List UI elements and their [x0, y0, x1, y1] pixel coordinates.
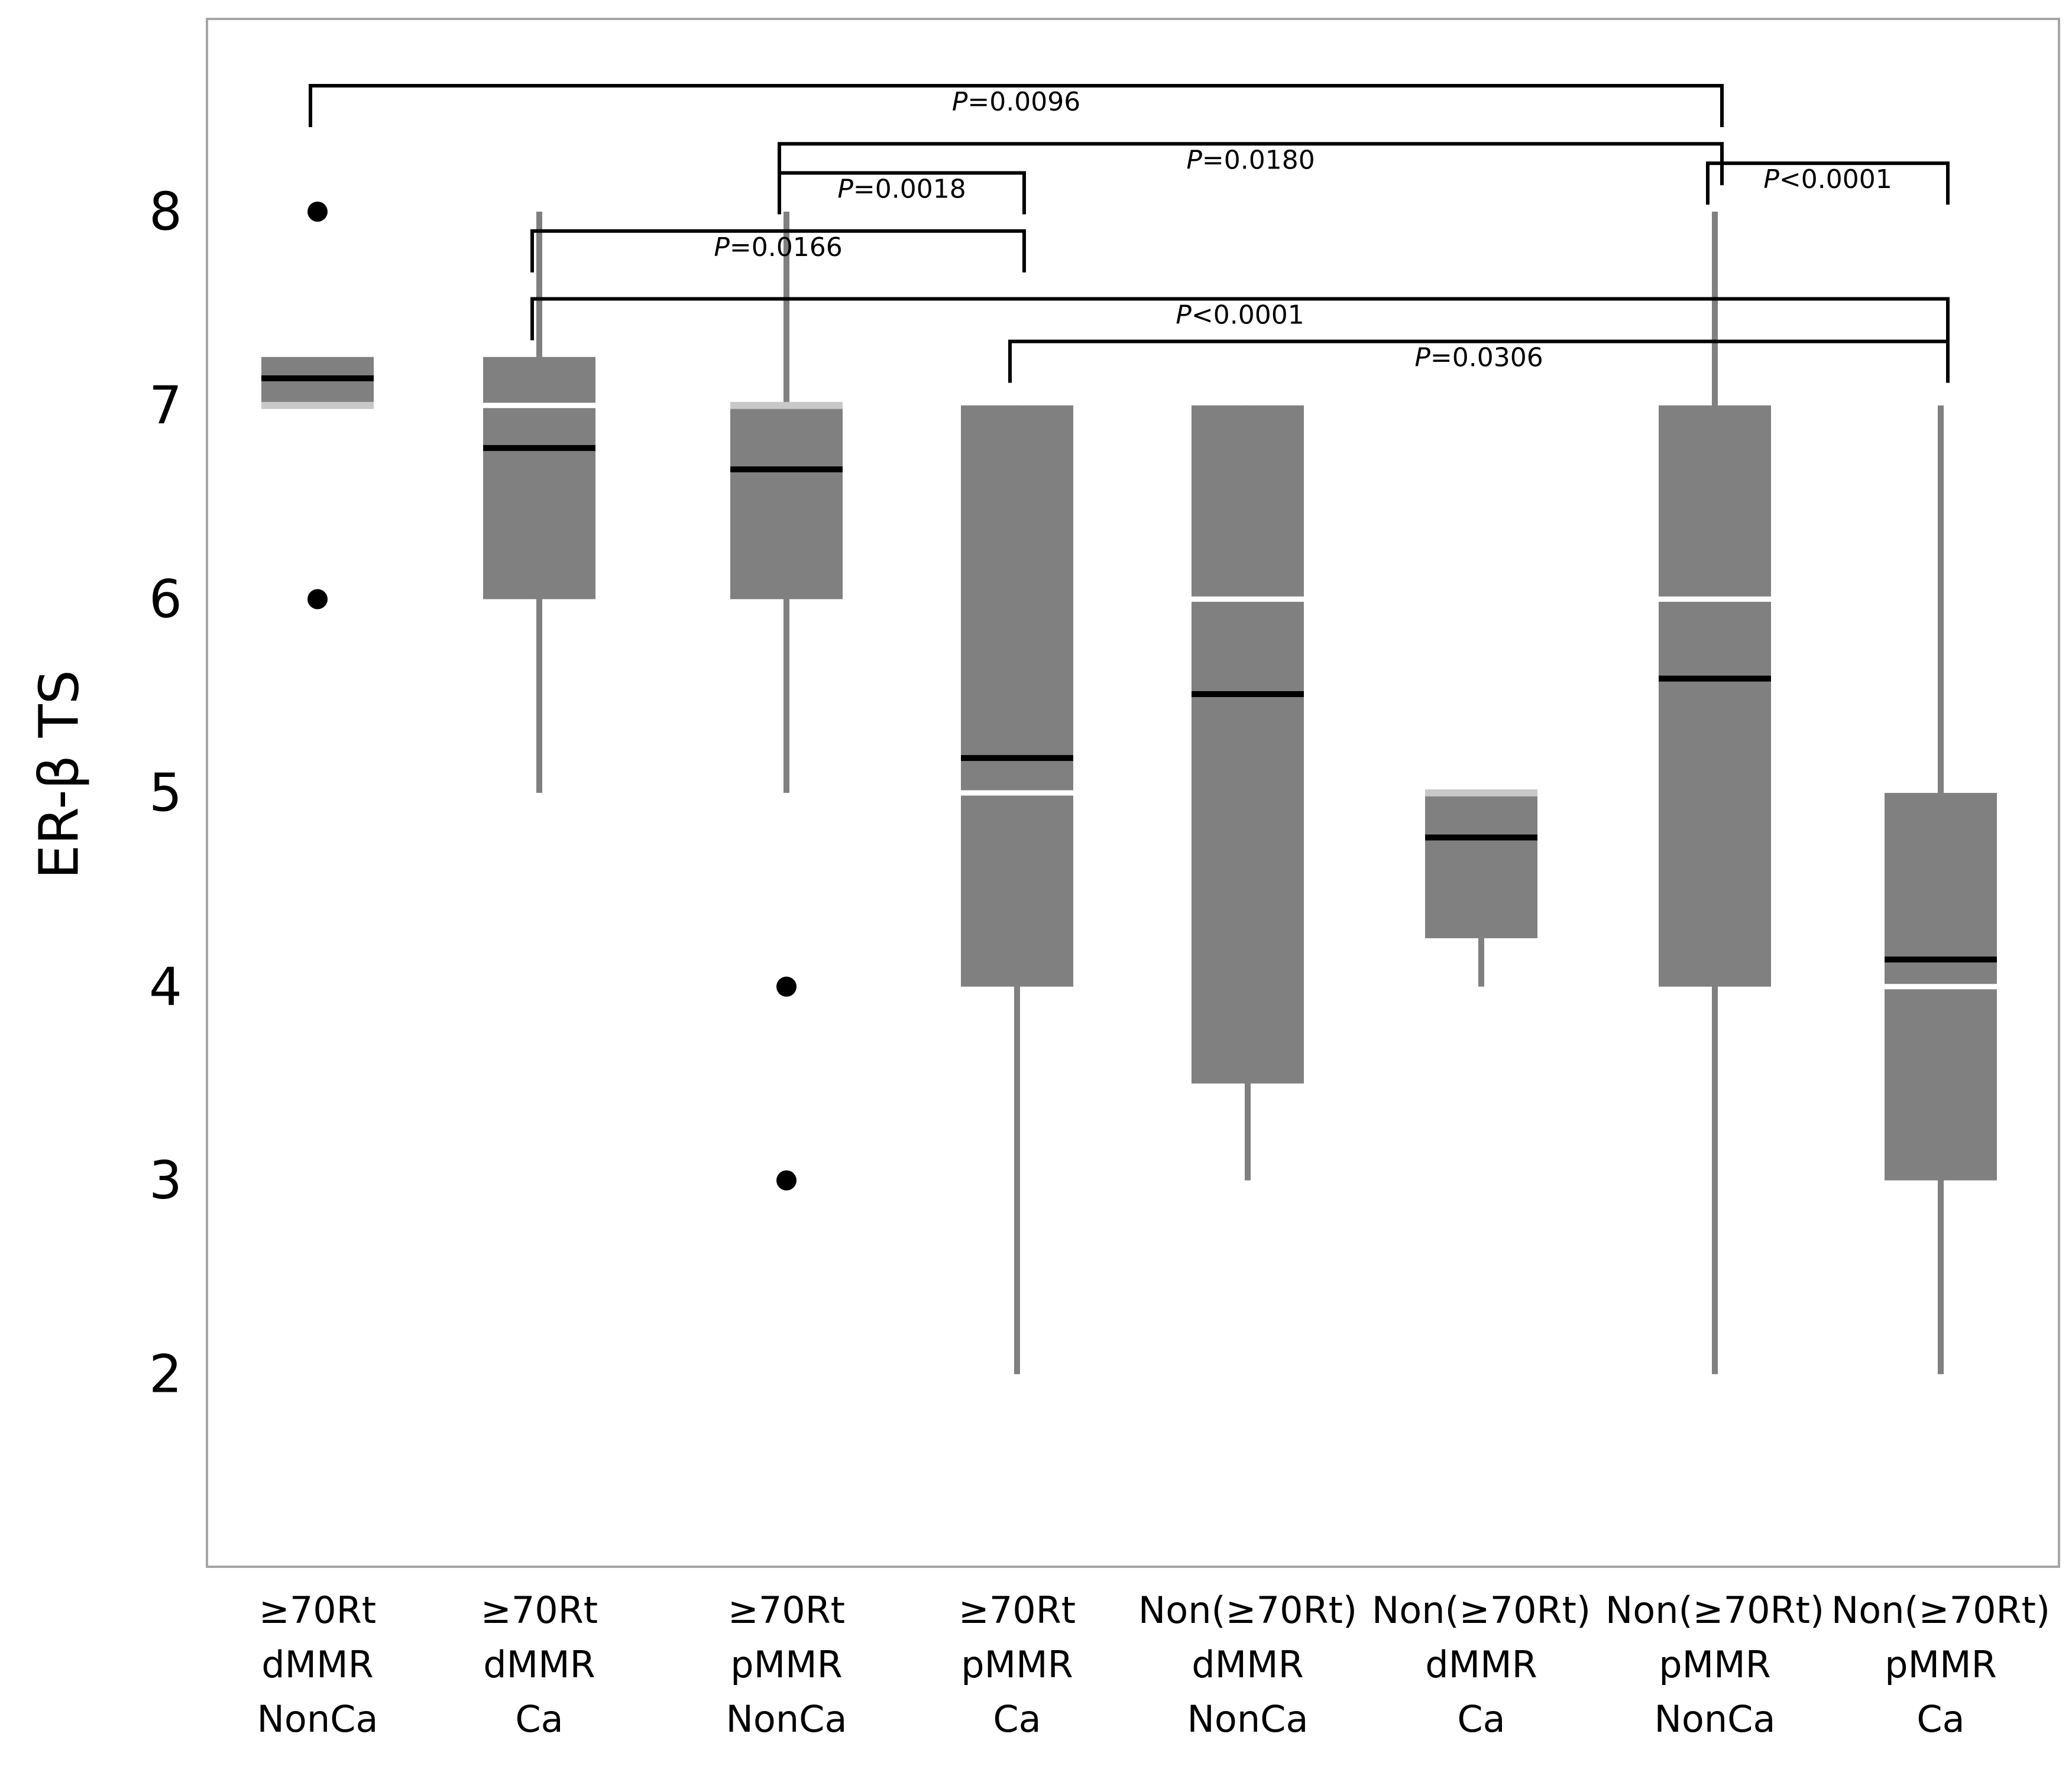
y-tick-label: 4 [149, 956, 182, 1017]
category-label: Ca [515, 1697, 563, 1741]
category-label: Non(≥70Rt) [1372, 1589, 1591, 1632]
box-iqr [483, 357, 595, 600]
y-tick-label: 2 [149, 1344, 182, 1405]
outlier-point [307, 589, 328, 610]
category-label: Ca [1916, 1697, 1964, 1741]
category-label: Non(≥70Rt) [1138, 1589, 1357, 1632]
category-label: NonCa [726, 1697, 847, 1741]
p-value-label: P<0.0001 [1763, 164, 1892, 195]
p-value-label: P=0.0180 [1186, 145, 1315, 175]
p-value-label: P=0.0018 [837, 174, 966, 204]
category-label: ≥70Rt [959, 1589, 1076, 1632]
p-value-label: P=0.0096 [952, 87, 1080, 117]
y-tick-label: 6 [149, 569, 182, 630]
category-label: pMMR [1885, 1643, 1996, 1686]
category-label: dMMR [1192, 1643, 1303, 1686]
category-label: pMMR [961, 1643, 1073, 1686]
category-label: dMMR [483, 1643, 595, 1686]
comparison-bracket [778, 171, 1026, 215]
category-label: pMMR [1659, 1643, 1770, 1686]
category-label: dMMR [1425, 1643, 1537, 1686]
plot-area-frame [206, 18, 2060, 1568]
category-label: Ca [993, 1697, 1041, 1741]
category-label: Non(≥70Rt) [1831, 1589, 2050, 1632]
y-tick-label: 3 [149, 1150, 182, 1211]
comparison-bracket [309, 83, 1724, 127]
box-iqr [1659, 405, 1771, 987]
category-label: Non(≥70Rt) [1605, 1589, 1824, 1632]
comparison-bracket [530, 297, 1950, 341]
comparison-bracket [1008, 339, 1950, 383]
comparison-bracket [530, 229, 1026, 273]
p-value-label: P<0.0001 [1176, 300, 1304, 330]
y-tick-label: 7 [149, 375, 182, 436]
category-label: ≥70Rt [481, 1589, 598, 1632]
category-label: NonCa [1187, 1697, 1309, 1741]
y-tick-label: 5 [149, 763, 182, 824]
comparison-bracket [1706, 161, 1950, 205]
outlier-point [307, 202, 328, 222]
box-iqr [730, 405, 843, 600]
category-label: ≥70Rt [259, 1589, 376, 1632]
category-label: NonCa [1655, 1697, 1776, 1741]
outlier-point [776, 1170, 797, 1191]
category-label: pMMR [730, 1643, 842, 1686]
category-label: ≥70Rt [728, 1589, 845, 1632]
p-value-label: P=0.0166 [714, 232, 842, 263]
box-iqr [961, 405, 1073, 987]
y-axis-title: ER-β TS [28, 670, 91, 879]
category-label: dMMR [261, 1643, 373, 1686]
p-value-label: P=0.0306 [1414, 343, 1543, 373]
outlier-point [776, 976, 797, 997]
category-label: Ca [1457, 1697, 1505, 1741]
y-tick-label: 8 [149, 182, 182, 242]
category-label: NonCa [257, 1697, 378, 1741]
box-iqr [1192, 405, 1304, 1084]
box-iqr [1425, 793, 1537, 938]
